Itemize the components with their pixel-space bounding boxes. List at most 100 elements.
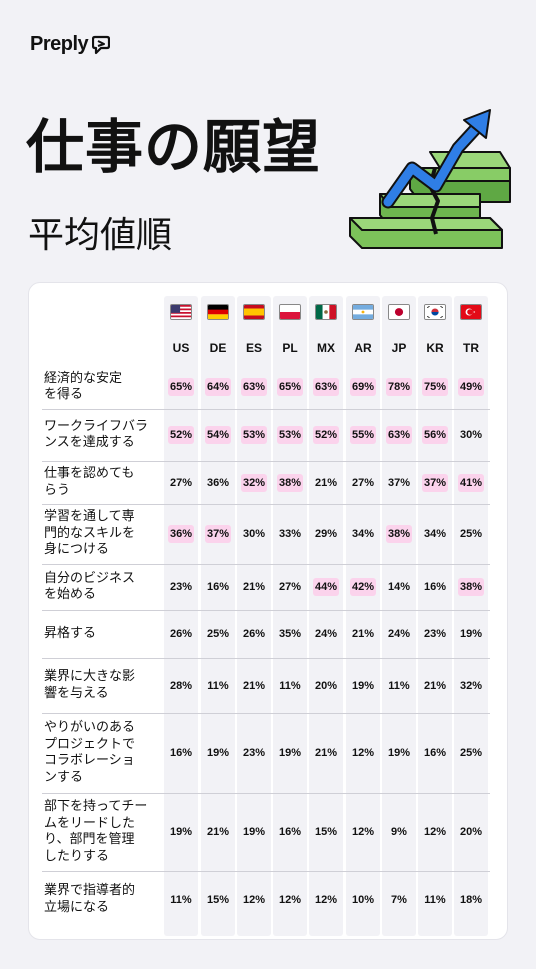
table-cell: 63% xyxy=(382,426,416,444)
jp-flag-icon xyxy=(388,304,410,320)
table-cell: 27% xyxy=(273,578,307,596)
mx-flag-icon xyxy=(315,304,337,320)
table-cell: 38% xyxy=(273,473,307,492)
cell-value: 19% xyxy=(459,628,483,640)
tr-flag-icon xyxy=(460,304,482,320)
cell-value: 25% xyxy=(459,528,483,540)
growth-stairs-arrow-illustration xyxy=(349,109,511,249)
table-cell: 27% xyxy=(164,474,198,492)
table-cell: 12% xyxy=(346,823,380,841)
cell-value: 7% xyxy=(391,893,407,906)
cell-value: 23% xyxy=(423,628,447,640)
cell-value: 26% xyxy=(169,628,193,640)
table-cell: 28% xyxy=(164,677,198,695)
cell-value: 32% xyxy=(459,679,483,692)
table-cell: 26% xyxy=(164,625,198,643)
us-flag-icon xyxy=(170,304,192,320)
table-cell: 11% xyxy=(273,677,307,695)
row-label: 経済的な安定 を得る xyxy=(44,370,123,403)
table-cell: 12% xyxy=(309,891,343,909)
table-cell: 23% xyxy=(164,578,198,596)
cell-value: 12% xyxy=(351,747,375,759)
cell-value: 29% xyxy=(314,528,338,540)
row-label: 業界で指導者的 立場になる xyxy=(44,883,136,915)
row-label: 仕事を認めても らう xyxy=(44,466,135,498)
cell-value: 16% xyxy=(169,747,193,759)
row-divider xyxy=(42,871,490,872)
cell-value: 12% xyxy=(351,826,375,838)
table-cell: 41% xyxy=(454,473,488,492)
table-cell: 37% xyxy=(201,525,235,543)
cell-value: 36% xyxy=(206,476,230,489)
column-header-ar: AR xyxy=(354,341,372,355)
cell-value: 21% xyxy=(423,679,447,692)
brand-logo: Preply xyxy=(30,33,111,56)
cell-value: 26% xyxy=(242,628,266,640)
table-cell: 52% xyxy=(164,426,198,444)
row-label: ワークライフバラ ンスを達成する xyxy=(44,418,149,451)
table-cell: 14% xyxy=(382,578,416,596)
cell-value: 63% xyxy=(385,426,413,444)
ar-flag-icon xyxy=(352,304,374,320)
table-cell: 32% xyxy=(454,677,488,695)
cell-value: 30% xyxy=(242,528,266,540)
table-cell: 75% xyxy=(418,378,452,396)
cell-value: 56% xyxy=(421,426,449,444)
table-cell: 30% xyxy=(237,525,271,543)
page-title: 仕事の願望 xyxy=(26,113,322,181)
table-cell: 16% xyxy=(201,578,235,596)
cell-value: 54% xyxy=(204,426,232,444)
cell-value: 23% xyxy=(169,581,193,593)
cell-value: 21% xyxy=(242,679,266,692)
table-cell: 53% xyxy=(237,426,271,444)
cell-value: 20% xyxy=(459,826,483,838)
table-cell: 16% xyxy=(418,578,452,596)
table-cell: 64% xyxy=(201,378,235,396)
column-header-de: DE xyxy=(209,341,227,355)
table-cell: 19% xyxy=(346,677,380,695)
column-background-jp xyxy=(382,296,416,936)
table-cell: 56% xyxy=(418,426,452,444)
table-cell: 16% xyxy=(418,744,452,762)
cell-value: 64% xyxy=(204,378,232,396)
table-cell: 18% xyxy=(454,891,488,909)
cell-value: 44% xyxy=(312,578,340,596)
row-label: 学習を通して専 門的なスキルを 身につける xyxy=(44,509,136,558)
table-cell: 78% xyxy=(382,378,416,396)
table-cell: 24% xyxy=(309,625,343,643)
cell-value: 11% xyxy=(207,679,229,692)
cell-value: 9% xyxy=(391,826,407,838)
table-cell: 65% xyxy=(273,378,307,396)
table-cell: 21% xyxy=(309,474,343,492)
cell-value: 15% xyxy=(314,826,338,838)
row-label: 昇格する xyxy=(44,625,97,641)
table-cell: 35% xyxy=(273,625,307,643)
column-background-mx xyxy=(309,296,343,936)
table-cell: 29% xyxy=(309,525,343,543)
cell-value: 11% xyxy=(170,893,192,906)
cell-value: 19% xyxy=(387,747,411,759)
table-cell: 34% xyxy=(346,525,380,543)
row-label: 自分のビジネス を始める xyxy=(44,570,136,603)
cell-value: 20% xyxy=(314,679,338,692)
table-cell: 34% xyxy=(418,525,452,543)
row-divider xyxy=(42,610,490,611)
table-cell: 21% xyxy=(237,578,271,596)
table-cell: 54% xyxy=(201,426,235,444)
table-cell: 25% xyxy=(454,744,488,762)
table-cell: 19% xyxy=(201,744,235,762)
cell-value: 16% xyxy=(206,581,230,593)
preply-logo-icon xyxy=(92,35,111,54)
cell-value: 32% xyxy=(240,473,268,492)
cell-value: 16% xyxy=(278,826,302,838)
cell-value: 25% xyxy=(459,747,483,759)
cell-value: 33% xyxy=(278,528,302,540)
cell-value: 15% xyxy=(206,893,230,906)
table-cell: 11% xyxy=(164,891,198,909)
table-cell: 44% xyxy=(309,578,343,596)
table-cell: 15% xyxy=(201,891,235,909)
cell-value: 11% xyxy=(424,893,446,906)
cell-value: 34% xyxy=(423,528,447,540)
cell-value: 25% xyxy=(206,628,230,640)
table-cell: 23% xyxy=(418,625,452,643)
